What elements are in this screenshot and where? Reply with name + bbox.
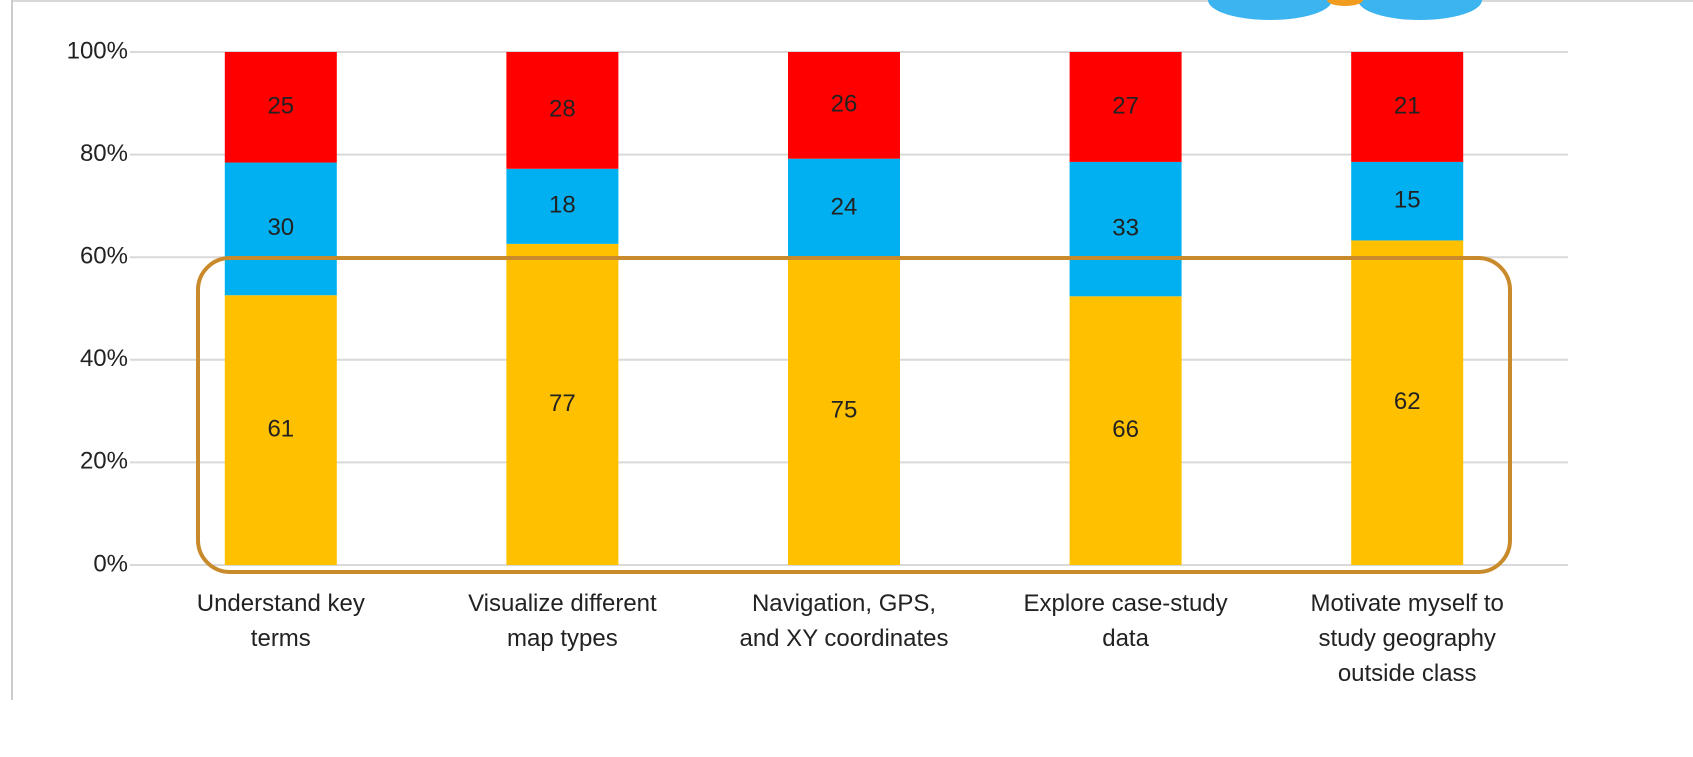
bar-segment: [224, 52, 337, 163]
data-label: 30: [267, 214, 294, 241]
x-tick-label-line: study geography: [1318, 625, 1495, 652]
highlight-box: [196, 256, 1512, 574]
bar-segment: [788, 52, 900, 159]
bar-segment: [224, 295, 337, 565]
x-tick-label-line: terms: [251, 625, 311, 652]
bar-segment: [1069, 296, 1182, 565]
data-label: 26: [831, 91, 858, 118]
data-label: 28: [549, 96, 576, 123]
x-tick-label: Navigation, GPS, and XY coordinates: [739, 590, 948, 652]
x-tick-label: Understand key terms: [197, 590, 365, 652]
bar-segment: [506, 52, 619, 169]
data-label: 27: [1112, 92, 1139, 119]
x-tick-label-line: data: [1102, 625, 1149, 652]
x-tick-label-line: Navigation, GPS,: [752, 590, 936, 617]
x-tick-label-line: outside class: [1338, 660, 1477, 687]
y-tick-label: 40%: [80, 345, 128, 372]
data-label: 24: [831, 193, 858, 220]
data-label: 62: [1394, 388, 1421, 415]
bar-segment: [788, 257, 900, 565]
x-tick-label-line: Visualize different: [468, 590, 657, 617]
bar-segment: [506, 168, 619, 244]
x-tick-label-line: Explore case-study: [1024, 590, 1228, 617]
data-label: 61: [267, 415, 294, 442]
bar-segment: [1351, 240, 1464, 565]
data-label: 66: [1112, 416, 1139, 443]
data-label: 75: [831, 396, 858, 423]
bar-segment: [1351, 52, 1464, 162]
bar-segment: [506, 243, 619, 566]
bar-segment: [1069, 52, 1182, 162]
data-label: 15: [1394, 187, 1421, 214]
data-label: 18: [549, 192, 576, 219]
y-tick-label: 20%: [80, 448, 128, 475]
decoration: [1358, 0, 1482, 20]
y-tick-label: 100%: [67, 37, 128, 64]
bar-segment: [788, 158, 900, 258]
y-tick-label: 60%: [80, 243, 128, 270]
bar-segment: [224, 162, 337, 296]
x-tick-label-line: Understand key: [197, 590, 365, 617]
x-tick-label-line: and XY coordinates: [739, 625, 948, 652]
bar-segment: [1069, 161, 1182, 297]
data-label: 21: [1394, 92, 1421, 119]
decoration: [1327, 0, 1363, 6]
x-tick-label-line: Motivate myself to: [1310, 590, 1503, 617]
decoration: [1208, 0, 1332, 20]
data-label: 77: [549, 390, 576, 417]
x-tick-label: Motivate myself to study geography outside…: [1310, 590, 1503, 687]
bar-segment: [1351, 161, 1464, 241]
plot-area: 0% 20% 40% 60% 80% 100% 61 30 25 Understand key te…: [67, 37, 1568, 687]
x-tick-label: Visualize different map types: [468, 590, 657, 652]
data-label: 25: [267, 93, 294, 120]
data-label: 33: [1112, 214, 1139, 241]
y-tick-label: 0%: [93, 550, 128, 577]
y-tick-label: 80%: [80, 140, 128, 167]
x-tick-label-line: map types: [507, 625, 618, 652]
x-tick-label: Explore case-study data: [1024, 590, 1228, 652]
